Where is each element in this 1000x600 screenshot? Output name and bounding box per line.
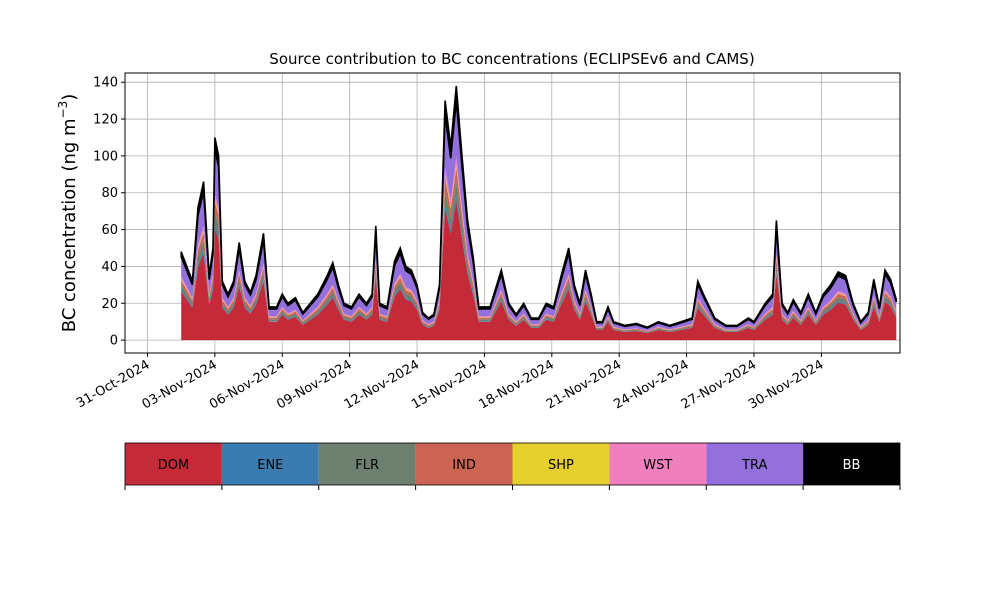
- legend-label-bb: BB: [843, 458, 861, 473]
- y-axis-label-close: ): [59, 94, 80, 101]
- legend-swatch-bb: [803, 443, 900, 485]
- legend-label-flr: FLR: [355, 458, 379, 473]
- y-axis-label: BC concentration (ng m−3): [56, 94, 80, 333]
- y-axis-ticks: 0 20 40 60 80 100 120 140: [93, 76, 125, 349]
- y-tick-label: 100: [93, 149, 118, 164]
- legend-label-ene: ENE: [257, 458, 283, 473]
- legend-swatch-flr: [318, 443, 416, 485]
- legend-swatch-dom: [125, 443, 222, 485]
- y-tick-label: 120: [93, 113, 118, 128]
- legend-swatch-wst: [609, 443, 707, 485]
- y-tick-label: 40: [101, 260, 118, 275]
- y-tick-label: 80: [101, 186, 118, 201]
- legend-swatch-ind: [415, 443, 513, 485]
- plot-frame: [124, 72, 901, 354]
- legend-swatch-ene: [221, 443, 319, 485]
- legend-swatch-shp: [512, 443, 610, 485]
- y-tick-label: 140: [93, 76, 118, 91]
- y-tick-label: 20: [101, 297, 118, 312]
- y-tick-label: 60: [101, 223, 118, 238]
- y-axis-label-main: BC concentration (ng m: [59, 118, 80, 332]
- legend-label-dom: DOM: [158, 458, 189, 473]
- y-tick-label: 0: [110, 334, 118, 349]
- chart-title: Source contribution to BC concentrations…: [269, 50, 754, 68]
- area-bb: [180, 85, 898, 329]
- legend-label-shp: SHP: [548, 458, 574, 473]
- y-axis-label-exponent: −3: [56, 101, 70, 119]
- stacked-area-series: [180, 85, 898, 341]
- area-dom: [181, 200, 897, 341]
- legend-label-tra: TRA: [741, 458, 767, 473]
- legend-label-wst: WST: [643, 458, 672, 473]
- legend-swatch-tra: [706, 443, 804, 485]
- legend-label-ind: IND: [452, 458, 476, 473]
- axes: [124, 72, 901, 354]
- source-legend-colorbar: DOM ENE FLR IND SHP WST TRA BB: [124, 442, 901, 490]
